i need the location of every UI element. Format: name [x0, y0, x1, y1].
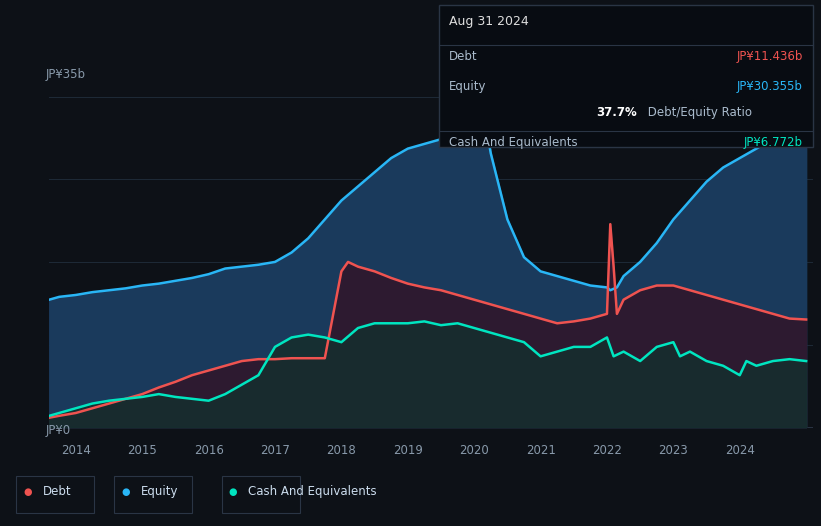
Text: ●: ●	[229, 487, 237, 497]
Text: JP¥30.355b: JP¥30.355b	[737, 80, 803, 94]
Text: JP¥0: JP¥0	[45, 423, 71, 437]
Text: JP¥6.772b: JP¥6.772b	[744, 136, 803, 149]
Text: Debt: Debt	[449, 50, 478, 63]
Text: Equity: Equity	[140, 485, 178, 498]
Text: Debt: Debt	[43, 485, 71, 498]
Text: 37.7%: 37.7%	[596, 106, 637, 119]
Text: JP¥11.436b: JP¥11.436b	[736, 50, 803, 63]
Text: ●: ●	[122, 487, 130, 497]
Text: Cash And Equivalents: Cash And Equivalents	[248, 485, 377, 498]
Text: Cash And Equivalents: Cash And Equivalents	[449, 136, 578, 149]
Text: Aug 31 2024: Aug 31 2024	[449, 15, 529, 28]
Text: ●: ●	[24, 487, 32, 497]
Text: Equity: Equity	[449, 80, 487, 94]
Text: JP¥35b: JP¥35b	[45, 68, 85, 82]
Text: Debt/Equity Ratio: Debt/Equity Ratio	[644, 106, 752, 119]
